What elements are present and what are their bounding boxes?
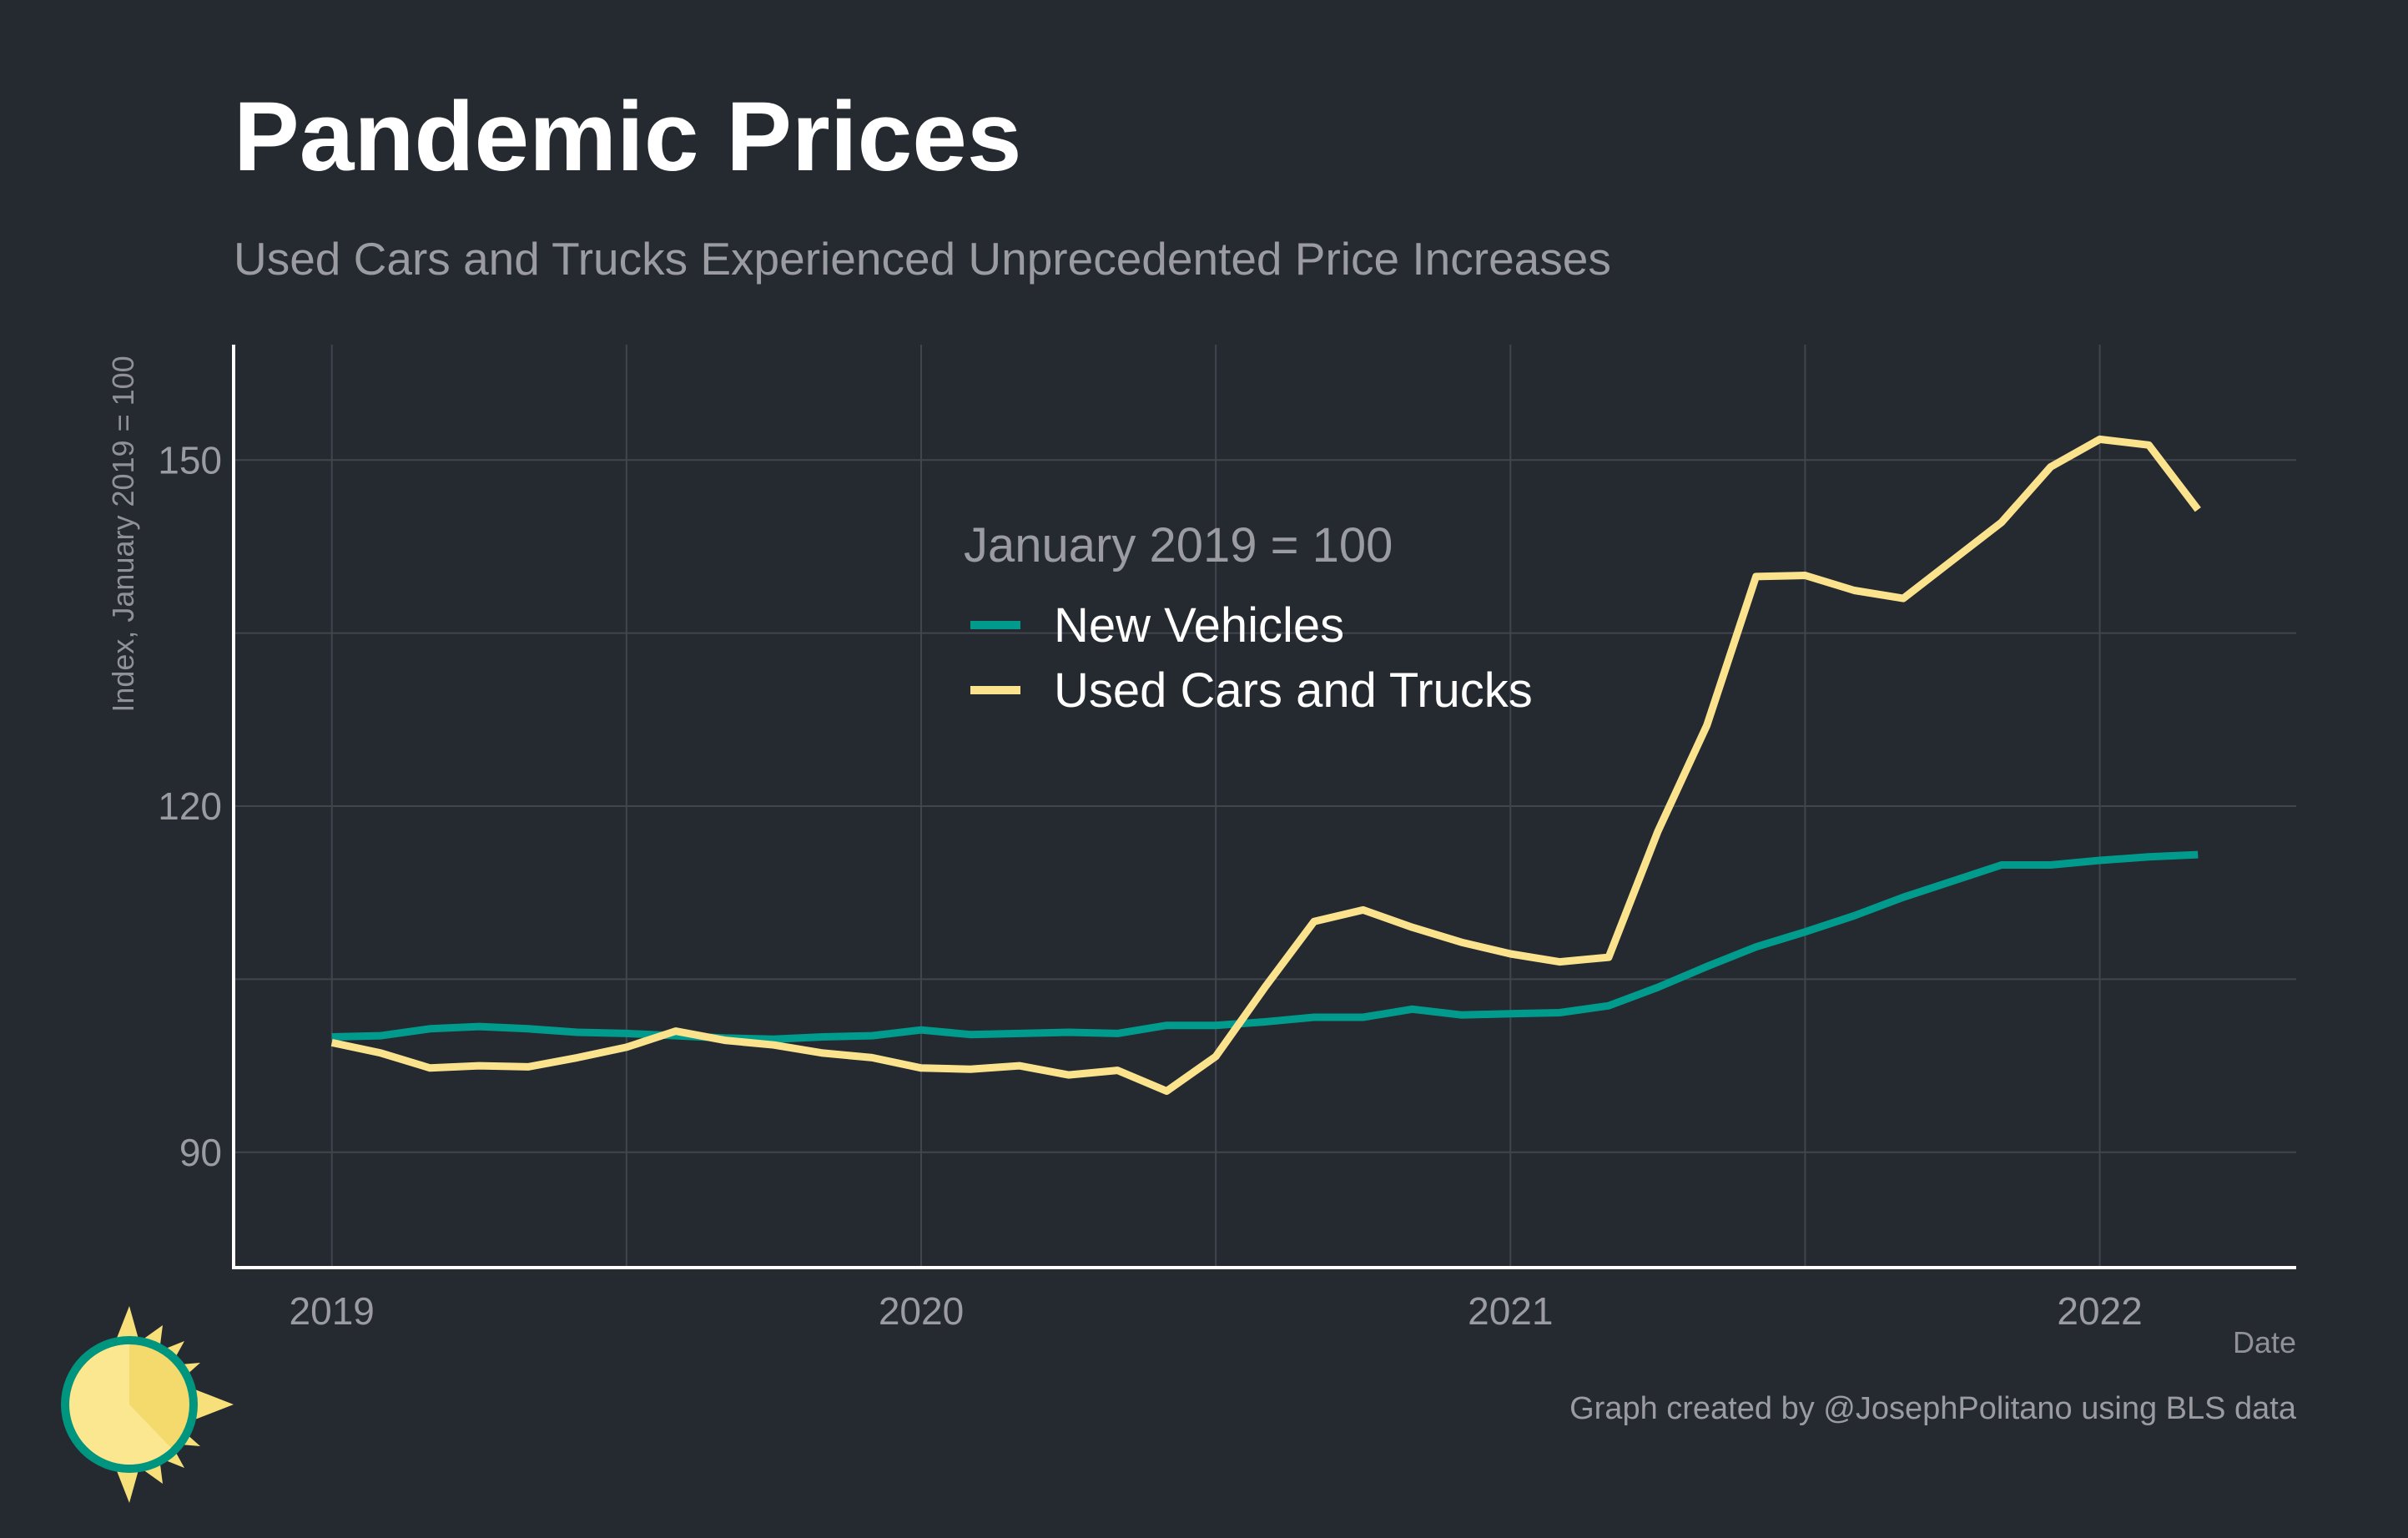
grid-lines <box>234 345 2296 1268</box>
legend-label-new-vehicles: New Vehicles <box>1054 598 1344 653</box>
y-tick-label: 90 <box>179 1131 222 1174</box>
series-line-new-vehicles <box>331 850 2199 1043</box>
tick-labels: 90 120 150 2019 2020 2021 2022 <box>158 438 2142 1333</box>
y-axis-title: Index, January 2019 = 100 <box>106 356 140 712</box>
x-tick-label: 2020 <box>879 1289 964 1333</box>
x-tick-label: 2019 <box>290 1289 375 1333</box>
chart-title: Pandemic Prices <box>234 82 1022 192</box>
legend: January 2019 = 100 New Vehicles Used Car… <box>964 518 1533 718</box>
series-lines <box>330 435 2201 1095</box>
chart-subtitle: Used Cars and Trucks Experienced Unprece… <box>234 233 1611 285</box>
x-axis-title: Date <box>2233 1325 2296 1359</box>
legend-title: January 2019 = 100 <box>964 518 1393 572</box>
y-tick-label: 120 <box>158 784 222 828</box>
x-tick-label: 2022 <box>2057 1289 2142 1333</box>
legend-label-used-cars: Used Cars and Trucks <box>1054 663 1533 718</box>
series-line-used-cars-and-trucks <box>330 435 2201 1095</box>
caption: Graph created by @JosephPolitano using B… <box>1569 1391 2297 1426</box>
axes <box>232 345 2296 1269</box>
sun-clock-icon <box>61 1306 234 1503</box>
x-tick-label: 2021 <box>1468 1289 1553 1333</box>
y-tick-label: 150 <box>158 438 222 482</box>
